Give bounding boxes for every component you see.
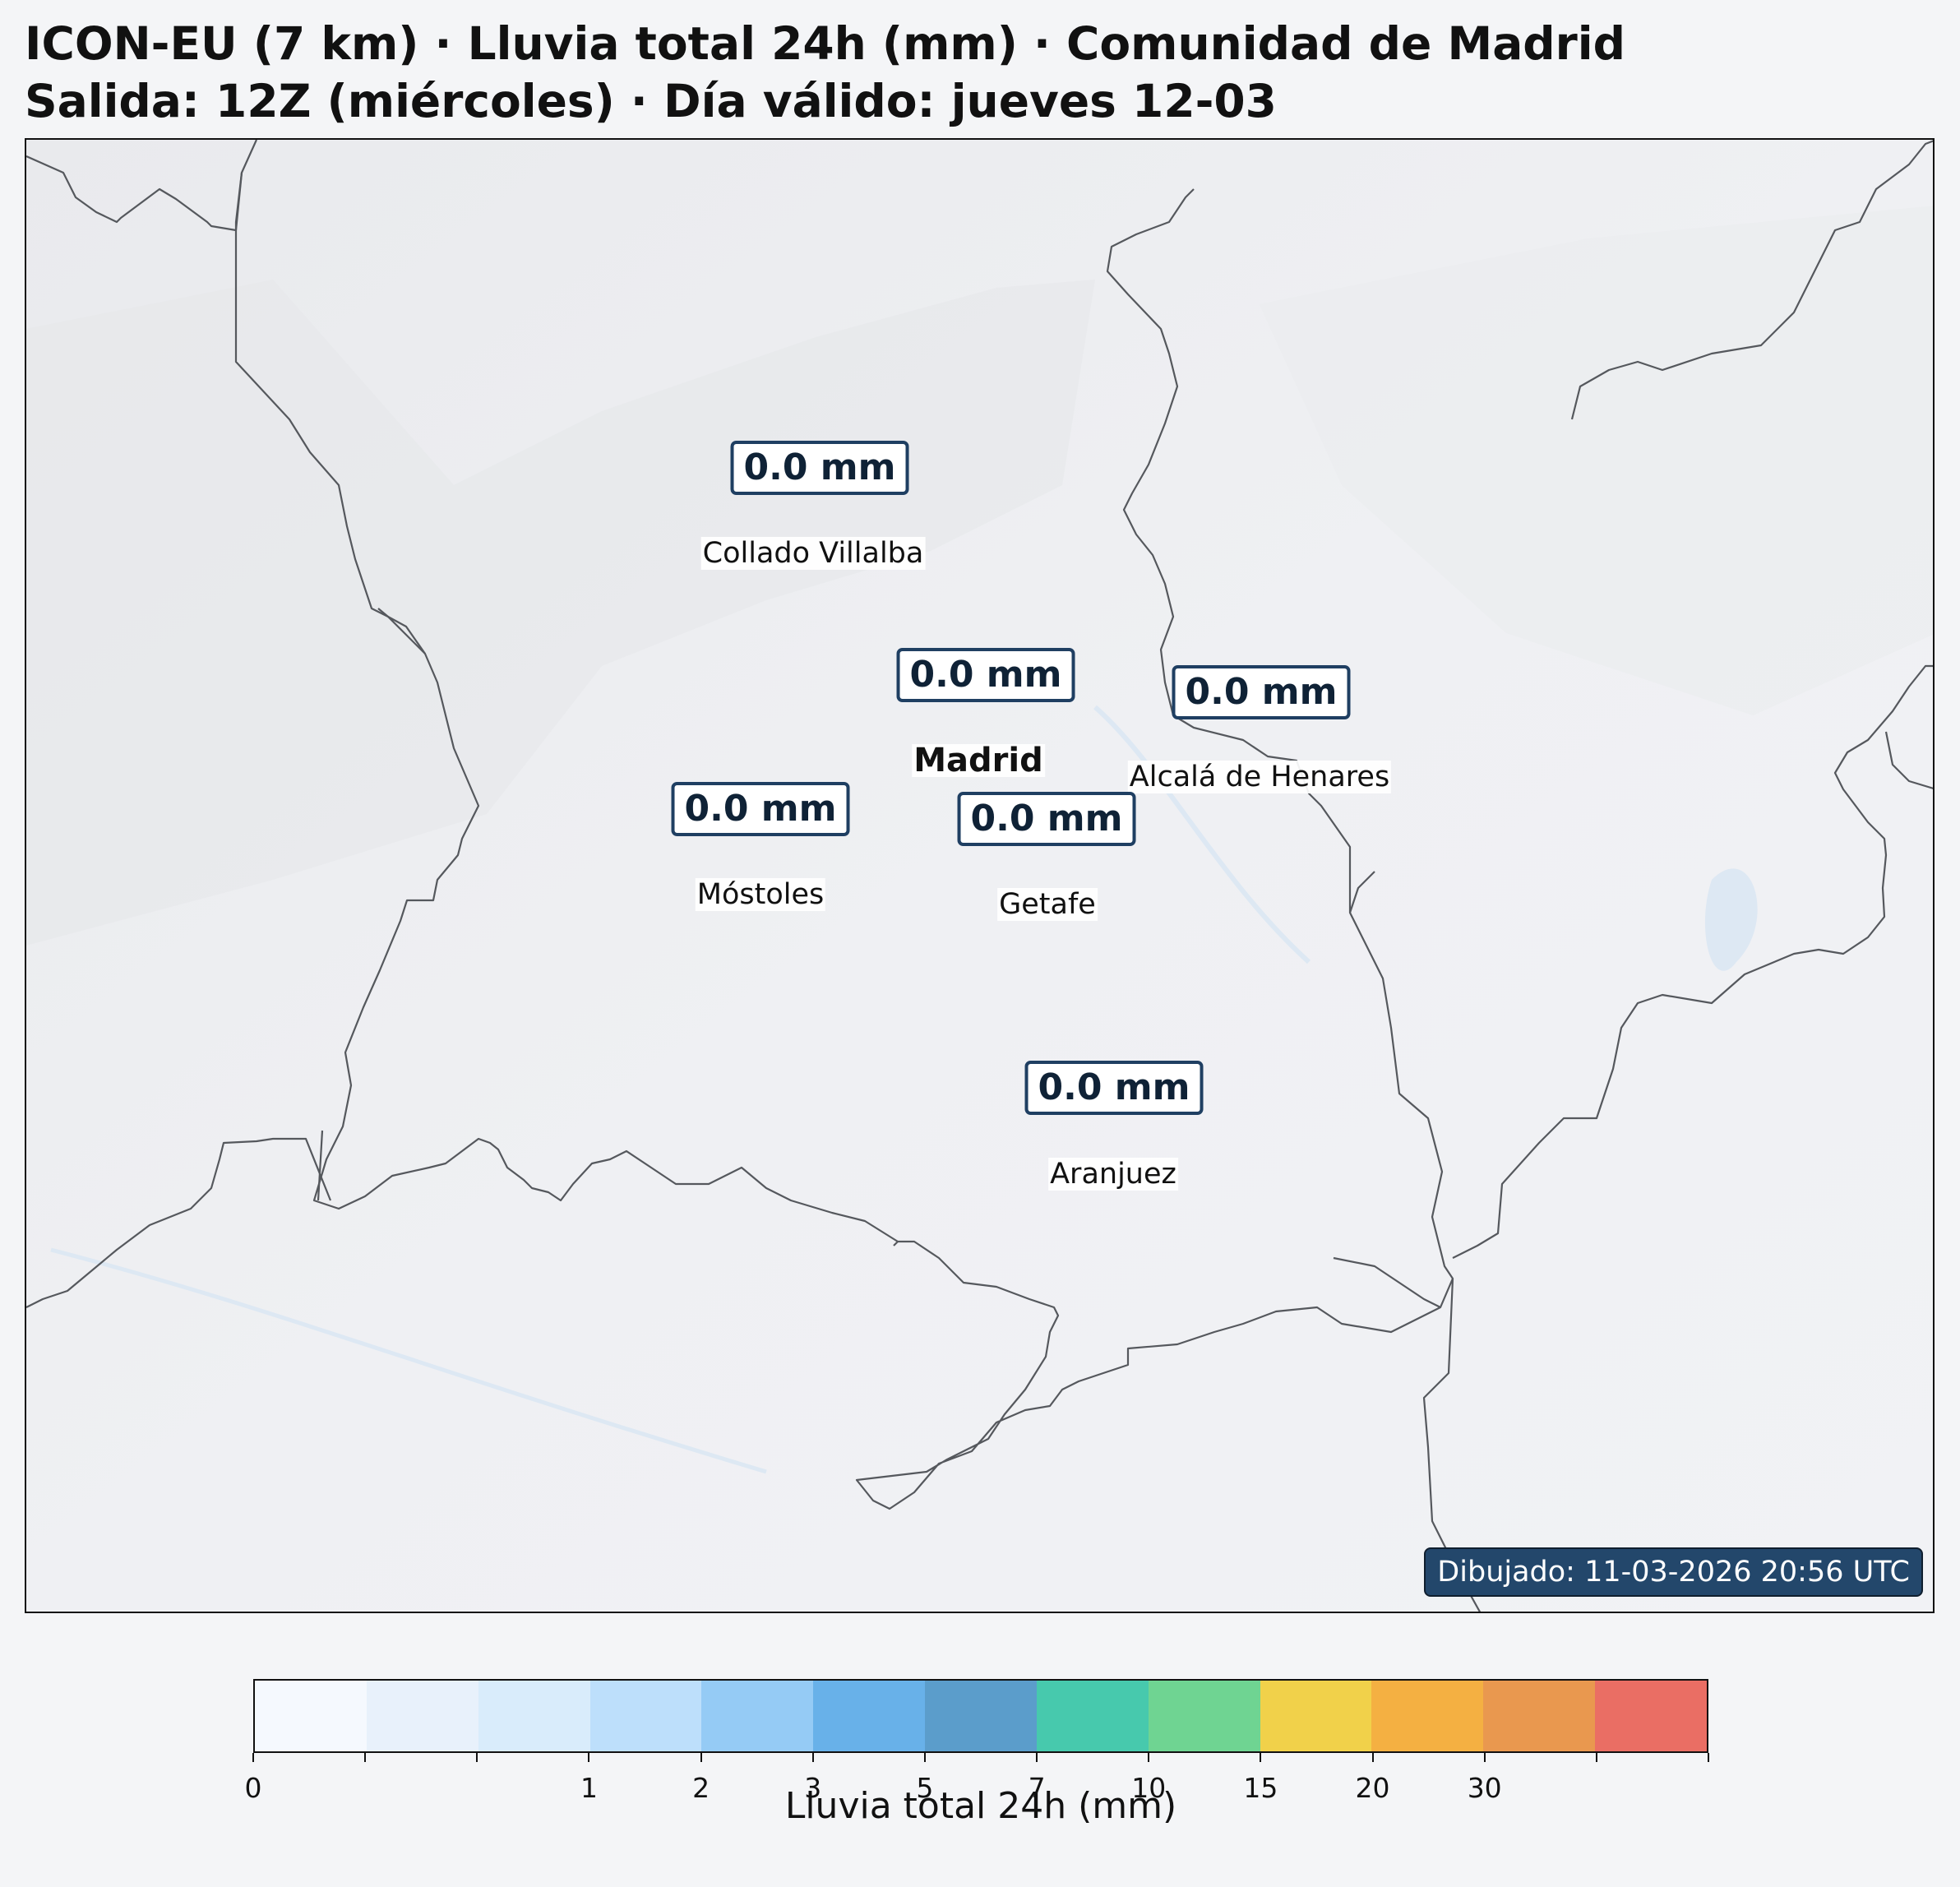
river <box>50 1247 767 1474</box>
community-border <box>1348 871 1375 913</box>
colorbar-tick-label: 3 <box>804 1772 822 1804</box>
community-border <box>234 172 1454 1510</box>
precip-label-getafe: 0.0 mm <box>957 792 1136 846</box>
town-label-getafe: Getafe <box>997 888 1098 921</box>
community-border <box>1333 1256 1441 1308</box>
colorbar-tick-mark <box>1371 1753 1374 1762</box>
community-border <box>377 608 426 654</box>
colorbar-segment <box>701 1681 814 1751</box>
community-border <box>893 1241 899 1246</box>
colorbar-tick-mark <box>1148 1753 1150 1762</box>
community-border <box>1570 140 1933 420</box>
precip-label-madrid: 0.0 mm <box>896 648 1075 702</box>
river <box>1093 705 1311 964</box>
colorbar <box>253 1679 1708 1753</box>
colorbar-tick-label: 30 <box>1467 1772 1502 1804</box>
map-canvas <box>26 140 1933 1612</box>
colorbar-tick-label: 2 <box>692 1772 710 1804</box>
colorbar-tick-label: 1 <box>580 1772 598 1804</box>
colorbar-segment <box>1148 1681 1260 1751</box>
colorbar-segment <box>589 1681 702 1751</box>
precip-label-aranjuez: 0.0 mm <box>1024 1061 1204 1115</box>
community-border <box>317 1130 324 1201</box>
colorbar-tick-mark <box>700 1753 702 1762</box>
community-border <box>1452 664 1933 1259</box>
colorbar-segment <box>255 1681 367 1751</box>
colorbar-tick-mark <box>923 1753 926 1762</box>
colorbar-tick-mark <box>252 1753 254 1762</box>
water-body <box>1704 868 1758 971</box>
town-label-collado-villalba: Collado Villalba <box>700 537 926 570</box>
colorbar-tick-mark <box>1708 1753 1709 1762</box>
colorbar-tick-mark <box>1595 1753 1597 1762</box>
colorbar-tick-mark <box>364 1753 367 1762</box>
precip-label-mostoles: 0.0 mm <box>671 782 850 836</box>
town-label-madrid: Madrid <box>912 742 1045 779</box>
colorbar-ticks: 0 1 2 3 5 7 10 15 20 30 <box>245 1753 1709 1804</box>
community-border <box>1884 731 1933 789</box>
colorbar-segment <box>1371 1681 1484 1751</box>
colorbar-tick-label: 20 <box>1355 1772 1390 1804</box>
colorbar-tick-mark <box>811 1753 814 1762</box>
map-subtitle: Salida: 12Z (miércoles) · Día válido: ju… <box>25 75 1277 127</box>
town-label-aranjuez: Aranjuez <box>1048 1158 1178 1191</box>
admin-borders <box>26 140 1933 1612</box>
colorbar-tick-mark <box>1036 1753 1038 1762</box>
colorbar-tick-label: 5 <box>916 1772 934 1804</box>
colorbar-segment <box>1595 1681 1707 1751</box>
colorbar-segment <box>1260 1681 1372 1751</box>
map-panel[interactable]: 0.0 mm Collado Villalba 0.0 mm Madrid 0.… <box>25 138 1935 1613</box>
colorbar-tick-label: 10 <box>1131 1772 1167 1804</box>
colorbar-segment <box>478 1681 590 1751</box>
colorbar-segment <box>813 1681 926 1751</box>
colorbar-tick-label: 7 <box>1028 1772 1046 1804</box>
community-border <box>26 1137 332 1308</box>
precip-label-collado-villalba: 0.0 mm <box>730 441 909 495</box>
colorbar-tick-mark <box>1260 1753 1262 1762</box>
colorbar-tick-label: 0 <box>244 1772 262 1804</box>
colorbar-tick-mark <box>588 1753 590 1762</box>
precip-label-alcala: 0.0 mm <box>1172 665 1351 719</box>
colorbar-segment <box>1483 1681 1596 1751</box>
colorbar-segment <box>1036 1681 1149 1751</box>
town-label-mostoles: Móstoles <box>695 878 826 911</box>
colorbar-tick-mark <box>1483 1753 1486 1762</box>
drawn-timestamp: Dibujado: 11-03-2026 20:56 UTC <box>1424 1547 1923 1597</box>
colorbar-tick-mark <box>476 1753 478 1762</box>
town-label-alcala: Alcalá de Henares <box>1127 761 1392 793</box>
colorbar-label: Lluvia total 24h (mm) <box>784 1785 1177 1827</box>
colorbar-segment <box>366 1681 478 1751</box>
mountain-shade <box>1260 206 1933 715</box>
colorbar-segment <box>925 1681 1037 1751</box>
colorbar-tick-label: 15 <box>1243 1772 1278 1804</box>
map-title: ICON-EU (7 km) · Lluvia total 24h (mm) ·… <box>25 17 1626 70</box>
